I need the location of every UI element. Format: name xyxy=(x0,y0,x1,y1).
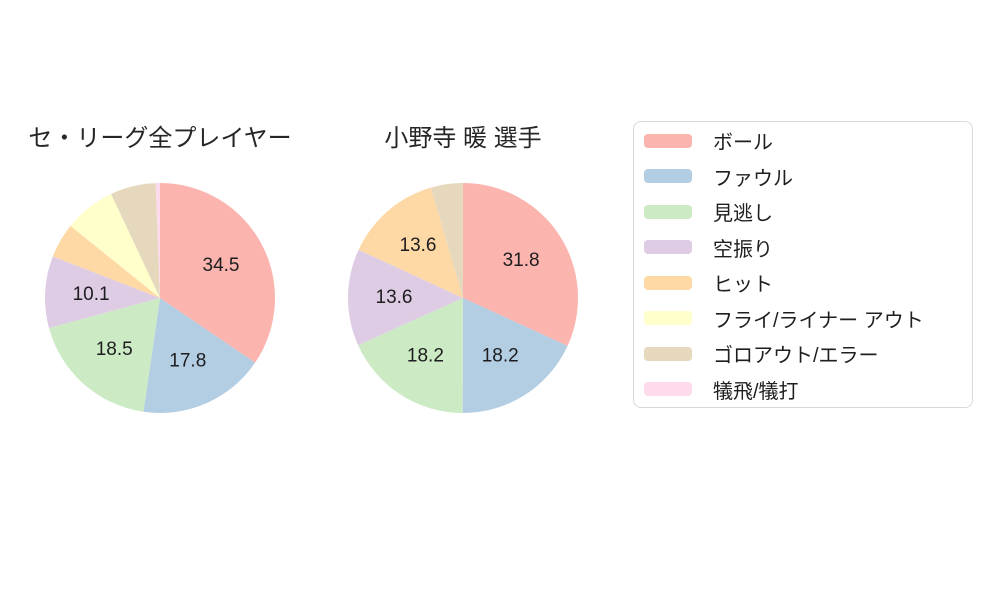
pie-slice-groundout-error[interactable] xyxy=(111,183,160,298)
legend-item-fly-liner-out[interactable]: フライ/ライナー アウト xyxy=(634,301,972,337)
pie-slice-foul[interactable] xyxy=(143,298,256,413)
legend-item-label: フライ/ライナー アウト xyxy=(713,309,924,332)
pie-slice-groundout-error[interactable] xyxy=(430,183,463,298)
pie-slice-ball[interactable] xyxy=(463,183,579,346)
legend-item-hit[interactable]: ヒット xyxy=(634,265,972,301)
legend-item-label: ボール xyxy=(713,132,773,155)
pie-slice-called-strike[interactable] xyxy=(358,298,463,413)
pie-slice-called-strike[interactable] xyxy=(48,298,161,412)
legend-item-label: 見逃し xyxy=(713,203,773,226)
legend-item-swinging-strike[interactable]: 空振り xyxy=(634,230,972,266)
legend-swatch-swinging-strike xyxy=(644,240,692,255)
slice-value-label: 18.2 xyxy=(407,345,444,366)
legend-item-called-strike[interactable]: 見逃し xyxy=(634,194,972,230)
legend-swatch-sacrifice xyxy=(644,382,692,397)
legend-swatch-fly-liner-out xyxy=(644,311,692,326)
pie-slice-sacrifice[interactable] xyxy=(155,183,160,298)
pie-slice-swinging-strike[interactable] xyxy=(44,256,160,328)
legend-item-label: ファウル xyxy=(713,167,793,190)
legend-item-label: ヒット xyxy=(713,274,773,297)
legend-item-sacrifice[interactable]: 犠飛/犠打 xyxy=(634,372,972,408)
legend-item-groundout-error[interactable]: ゴロアウト/エラー xyxy=(634,336,972,372)
pie-slice-hit[interactable] xyxy=(52,225,161,298)
legend-item-label: ゴロアウト/エラー xyxy=(713,345,879,368)
pie-slice-hit[interactable] xyxy=(358,187,463,298)
slice-value-label: 34.5 xyxy=(203,255,240,276)
legend-swatch-hit xyxy=(644,275,692,290)
slice-value-label: 18.5 xyxy=(96,339,133,360)
legend-swatch-called-strike xyxy=(644,204,692,219)
pie-title-left: セ・リーグ全プレイヤー xyxy=(28,125,292,152)
pie-slice-ball[interactable] xyxy=(160,183,275,363)
pie-slice-foul[interactable] xyxy=(462,298,568,414)
legend-item-ball[interactable]: ボール xyxy=(634,123,972,159)
pie-slice-fly-liner-out[interactable] xyxy=(70,193,160,298)
slice-value-label: 13.6 xyxy=(376,287,413,308)
pie-slice-swinging-strike[interactable] xyxy=(347,249,463,346)
legend-item-foul[interactable]: ファウル xyxy=(634,159,972,195)
legend-swatch-foul xyxy=(644,169,692,184)
legend: ボールファウル見逃し空振りヒットフライ/ライナー アウト ゴロアウト/エラー 犠飛/… xyxy=(633,121,973,408)
legend-swatch-groundout-error xyxy=(644,346,692,361)
slice-value-label: 13.6 xyxy=(400,235,437,256)
legend-item-label: 空振り xyxy=(713,238,773,261)
pie-title-right: 小野寺 暖 選手 xyxy=(384,125,542,152)
legend-swatch-ball xyxy=(644,133,692,148)
slice-value-label: 17.8 xyxy=(169,351,206,372)
slice-value-label: 10.1 xyxy=(73,284,110,305)
slice-value-label: 31.8 xyxy=(503,250,540,271)
slice-value-label: 18.2 xyxy=(482,346,519,367)
legend-item-label: 犠飛/犠打 xyxy=(713,380,799,403)
